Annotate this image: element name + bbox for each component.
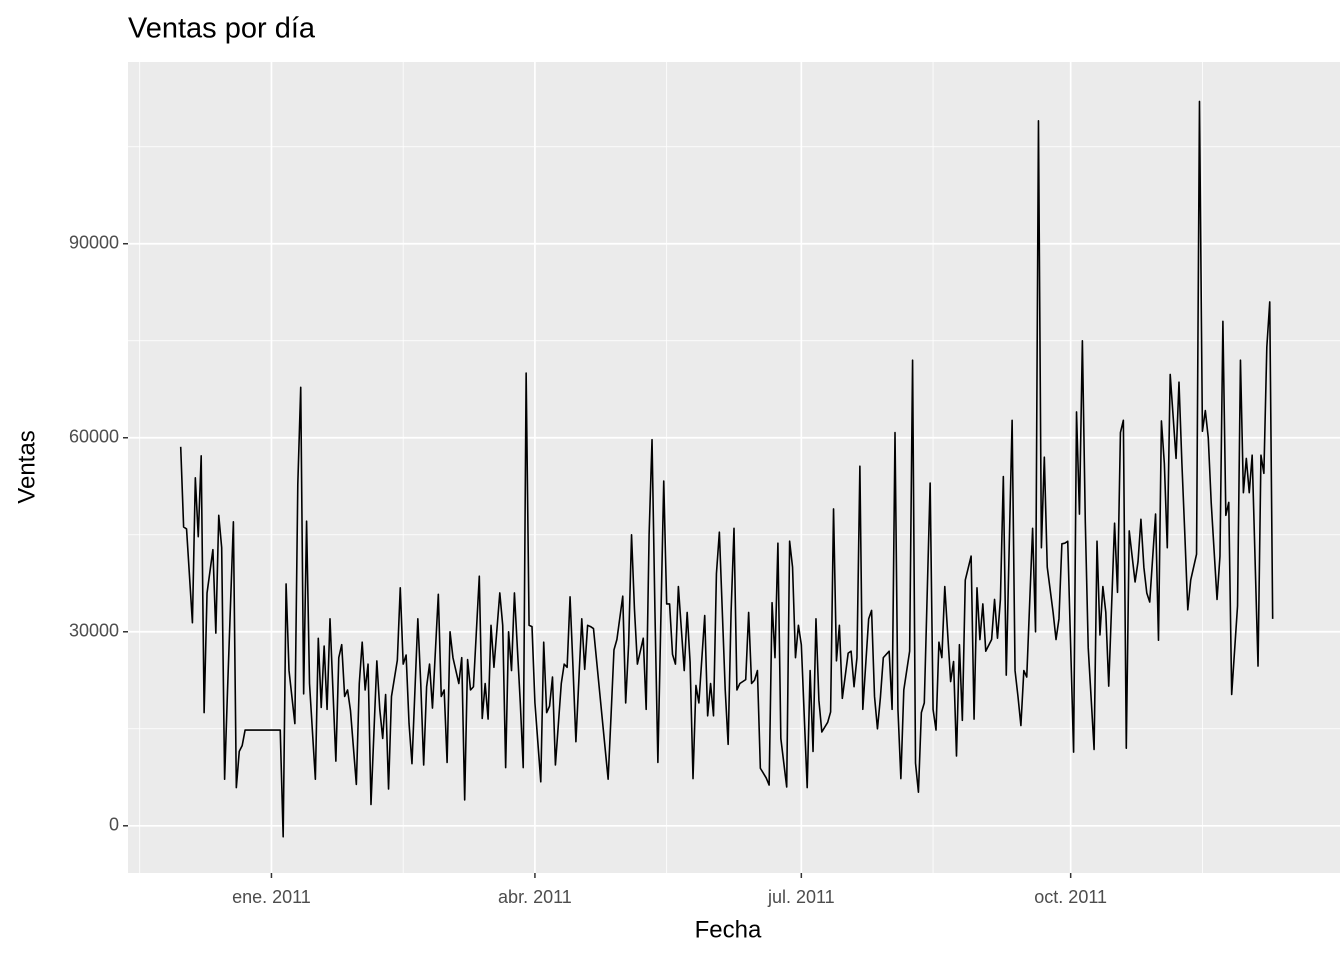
x-tick-label: abr. 2011: [498, 887, 572, 907]
y-axis-title: Ventas: [13, 430, 40, 503]
x-tick-label: oct. 2011: [1034, 887, 1107, 907]
y-tick-label: 0: [109, 815, 119, 835]
y-tick-label: 30000: [69, 621, 119, 641]
y-tick-label: 90000: [69, 232, 119, 252]
marks: [179, 100, 1274, 838]
chart-title: Ventas por día: [128, 13, 316, 45]
panel: [128, 62, 1340, 873]
x-tick-label: jul. 2011: [767, 887, 835, 907]
data-line: [179, 100, 1274, 838]
axes: 0 30000 60000 90000 ene. 2011 abr. 2011 jul. 2…: [69, 232, 1107, 906]
x-axis-title: Fecha: [695, 916, 762, 943]
x-tick-label: ene. 2011: [232, 887, 311, 907]
y-tick-label: 60000: [69, 427, 119, 447]
